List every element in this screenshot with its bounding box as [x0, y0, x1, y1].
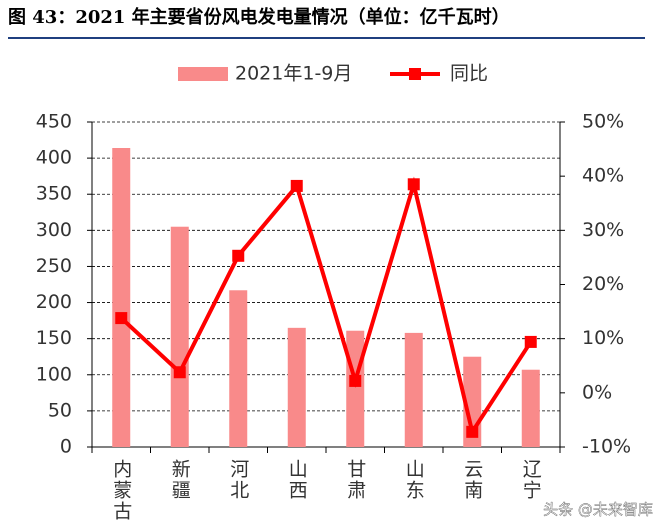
x-tick-label: 辽宁 — [520, 459, 542, 501]
x-tick-label: 山东 — [403, 459, 425, 501]
legend-swatch-marker — [409, 68, 421, 80]
legend-label: 2021年1-9月 — [235, 63, 352, 85]
bar — [229, 290, 248, 447]
line-marker — [173, 366, 186, 379]
bar — [521, 369, 540, 447]
y-tick-label: 100 — [36, 363, 72, 385]
x-tick-label: 山西 — [286, 459, 308, 501]
y2-tick-label: 10% — [582, 327, 624, 349]
bar — [112, 148, 131, 447]
line — [119, 176, 533, 437]
line-marker — [232, 249, 245, 262]
y-tick-label: 150 — [36, 327, 72, 349]
y-tick-label: 300 — [36, 219, 72, 241]
y2-tick-label: 40% — [582, 165, 624, 187]
line-marker — [349, 374, 362, 387]
y-tick-label: 250 — [36, 255, 72, 277]
y2-tick-label: 20% — [582, 273, 624, 295]
y-tick-label: 450 — [36, 111, 72, 133]
y2-tick-label: 0% — [582, 381, 612, 403]
y2-tick-label: 50% — [582, 111, 624, 133]
line-marker — [466, 425, 479, 438]
x-tick-label: 河北 — [227, 459, 249, 501]
x-tick-label: 甘肃 — [344, 459, 366, 501]
y-tick-label: 350 — [36, 183, 72, 205]
line-marker — [524, 335, 537, 348]
y-tick-label: 50 — [48, 399, 72, 421]
bar — [404, 332, 423, 447]
line-marker — [407, 178, 420, 191]
chart-title: 图 43：2021 年主要省份风电发电量情况（单位：亿千瓦时） — [8, 6, 510, 28]
y-tick-label: 0 — [60, 436, 72, 458]
y2-tick-label: -10% — [582, 436, 631, 458]
y-tick-label: 400 — [36, 147, 72, 169]
y2-tick-label: 30% — [582, 219, 624, 241]
x-tick-label: 内蒙古 — [110, 459, 132, 522]
bar — [287, 327, 306, 447]
x-tick-label: 云南 — [461, 459, 483, 501]
line-marker — [290, 179, 303, 192]
legend-label: 同比 — [450, 63, 488, 85]
legend-swatch — [178, 67, 228, 81]
line-marker — [115, 312, 128, 325]
watermark: 头条 @未来智库 — [543, 501, 653, 519]
bar — [346, 330, 365, 447]
x-tick-label: 新疆 — [169, 459, 191, 501]
bar — [170, 226, 189, 447]
y-tick-label: 200 — [36, 291, 72, 313]
